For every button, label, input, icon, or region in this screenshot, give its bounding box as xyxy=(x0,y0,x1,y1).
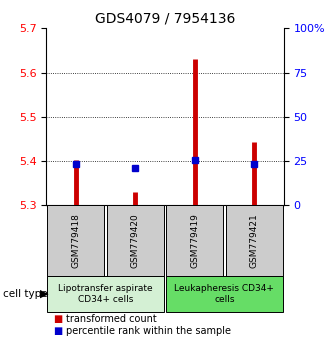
Text: GSM779418: GSM779418 xyxy=(71,213,81,268)
Bar xyxy=(48,205,104,276)
Text: percentile rank within the sample: percentile rank within the sample xyxy=(66,326,231,336)
Text: GSM779421: GSM779421 xyxy=(249,213,259,268)
Title: GDS4079 / 7954136: GDS4079 / 7954136 xyxy=(95,12,235,26)
Bar xyxy=(166,205,223,276)
Bar xyxy=(166,276,282,312)
Text: Lipotransfer aspirate
CD34+ cells: Lipotransfer aspirate CD34+ cells xyxy=(58,284,153,303)
Text: ■: ■ xyxy=(53,314,62,324)
Bar xyxy=(107,205,164,276)
Text: Leukapheresis CD34+
cells: Leukapheresis CD34+ cells xyxy=(175,284,274,303)
Text: GSM779419: GSM779419 xyxy=(190,213,199,268)
Text: ▶: ▶ xyxy=(40,289,48,299)
Bar xyxy=(226,205,282,276)
Text: transformed count: transformed count xyxy=(66,314,157,324)
Text: ■: ■ xyxy=(53,326,62,336)
Text: GSM779420: GSM779420 xyxy=(131,213,140,268)
Text: cell type: cell type xyxy=(3,289,48,299)
Bar xyxy=(48,276,164,312)
